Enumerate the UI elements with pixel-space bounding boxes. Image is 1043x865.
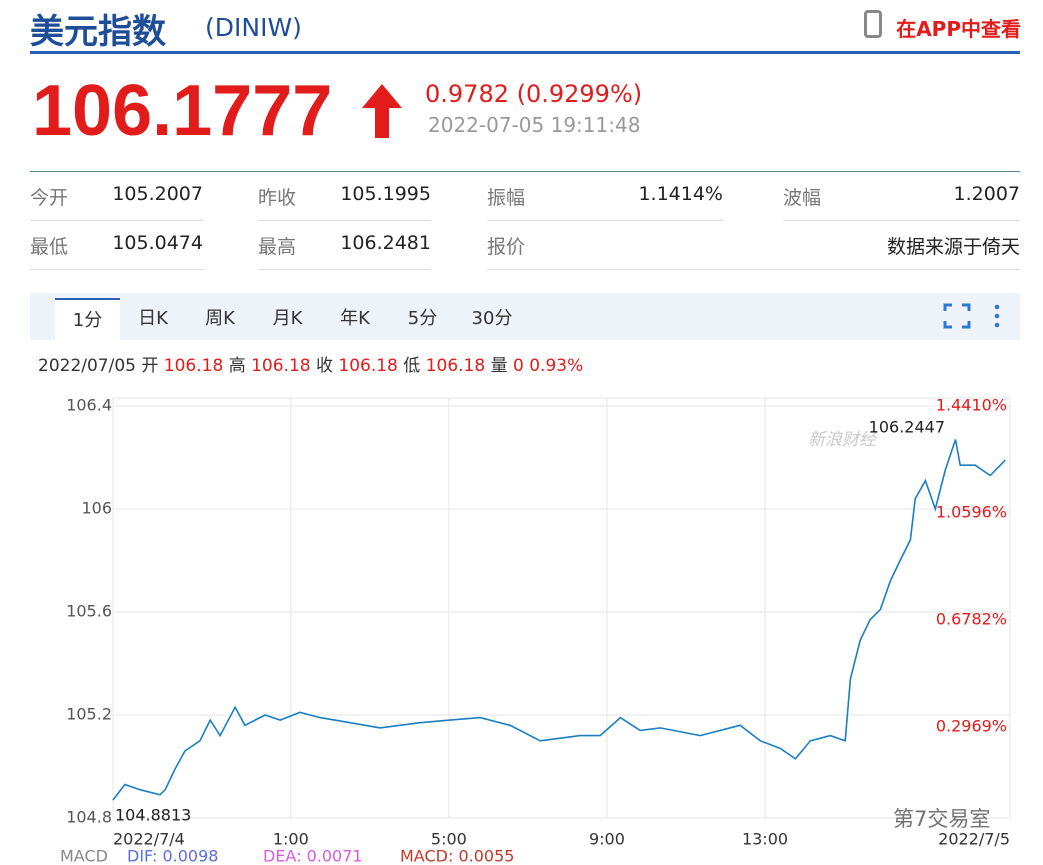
symbol-code: (DINIW) <box>205 13 302 42</box>
tab[interactable]: 周K <box>205 308 235 329</box>
stat-value: 数据来源于倚天 <box>886 236 1020 258</box>
summary-value: 0 <box>512 356 524 376</box>
price-change: 0.9782 (0.9299%) <box>425 80 643 108</box>
summary-value: 106.18 <box>338 356 398 376</box>
stat-value: 105.1995 <box>340 183 431 205</box>
tab[interactable]: 5分 <box>407 308 438 329</box>
y-tick-label: 105.6 <box>66 602 112 621</box>
menu-icon[interactable] <box>990 303 1004 329</box>
summary-pct: 0.93% <box>529 356 584 376</box>
tab-bar <box>30 293 1020 340</box>
tab[interactable]: 1分 <box>55 298 120 342</box>
stat-label: 振幅 <box>487 187 526 209</box>
x-tick-label: 2022/7/5 <box>938 830 1010 849</box>
tab[interactable]: 年K <box>340 308 370 329</box>
plot-area <box>112 397 1011 819</box>
stat-label: 报价 <box>487 236 526 258</box>
stat-label: 今开 <box>30 187 69 209</box>
min-label: 104.8813 <box>115 806 191 825</box>
watermark: 新浪财经 <box>808 430 878 450</box>
macd-label: DIF: 0.0098 <box>127 847 218 865</box>
y2-tick-label: 1.0596% <box>936 503 1007 522</box>
watermark: 第7交易室 <box>893 807 990 831</box>
stat-rule <box>487 269 1020 270</box>
macd-label: MACD: 0.0055 <box>400 847 514 865</box>
stat-rule <box>258 269 431 270</box>
fullscreen-icon[interactable] <box>943 303 971 329</box>
summary-value: 106.18 <box>163 356 224 376</box>
x-tick-label: 13:00 <box>742 830 788 849</box>
header-rule <box>30 51 1020 54</box>
stat-label: 最低 <box>30 236 69 258</box>
x-tick-label: 1:00 <box>273 830 309 849</box>
x-tick-label: 2022/7/4 <box>113 830 185 849</box>
summary-label: 开 <box>141 356 159 376</box>
y-tick-label: 104.8 <box>66 808 112 827</box>
stat-value: 105.0474 <box>112 232 203 254</box>
app-link[interactable]: 在APP中查看 <box>896 17 1021 41</box>
y-tick-label: 106 <box>81 499 112 518</box>
y-tick-label: 106.4 <box>66 396 112 415</box>
phone-icon[interactable] <box>864 10 882 38</box>
y2-tick-label: 1.4410% <box>936 396 1007 415</box>
x-tick-label: 5:00 <box>431 830 467 849</box>
price: 106.1777 <box>32 71 333 151</box>
summary-label: 收 <box>315 356 333 376</box>
ohlc-summary: 2022/07/05 开 106.18 高 106.18 收 106.18 低 … <box>38 351 583 376</box>
page-title: 美元指数 <box>30 12 166 52</box>
stat-rule <box>30 269 203 270</box>
y-tick-label: 105.2 <box>66 705 112 724</box>
up-arrow <box>362 84 402 138</box>
stat-value: 106.2481 <box>340 232 431 254</box>
summary-label: 量 <box>490 356 508 376</box>
tab[interactable]: 日K <box>138 308 168 329</box>
stat-rule <box>487 220 723 221</box>
price-line <box>112 439 1006 801</box>
stat-label: 波幅 <box>783 187 822 209</box>
x-tick-label: 9:00 <box>589 830 625 849</box>
stat-value: 1.2007 <box>953 183 1020 205</box>
macd-label: MACD <box>60 847 108 865</box>
quote-rule <box>30 171 1020 172</box>
stat-rule <box>783 220 1020 221</box>
stat-label: 最高 <box>258 236 297 258</box>
max-label: 106.2447 <box>869 418 945 437</box>
summary-value: 106.18 <box>425 356 486 376</box>
summary-date: 2022/07/05 <box>38 356 136 376</box>
stat-value: 1.1414% <box>638 183 723 205</box>
macd-label: DEA: 0.0071 <box>263 847 363 865</box>
stat-rule <box>258 220 431 221</box>
tab[interactable]: 30分 <box>471 308 513 329</box>
tab[interactable]: 月K <box>272 308 303 329</box>
y2-tick-label: 0.6782% <box>936 610 1007 629</box>
quote-time: 2022-07-05 19:11:48 <box>428 113 641 137</box>
y2-tick-label: 0.2969% <box>936 716 1007 735</box>
summary-label: 低 <box>403 356 421 376</box>
summary-label: 高 <box>228 356 246 376</box>
stat-label: 昨收 <box>258 187 297 209</box>
stat-rule <box>30 220 203 221</box>
stat-value: 105.2007 <box>112 183 203 205</box>
summary-value: 106.18 <box>251 356 311 376</box>
